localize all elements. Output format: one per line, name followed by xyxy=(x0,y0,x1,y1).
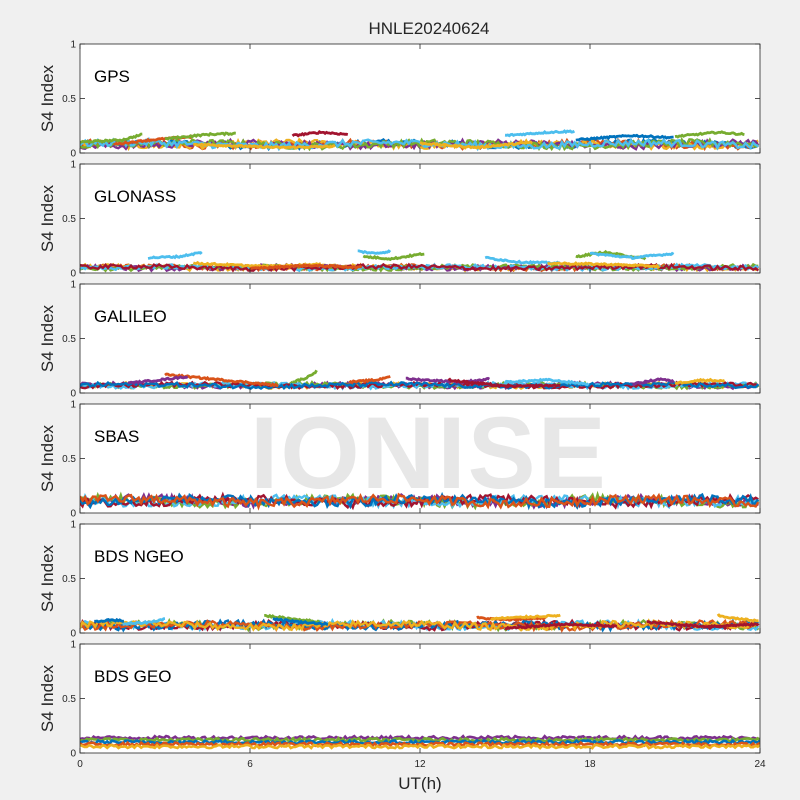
satellite-arc xyxy=(128,375,189,386)
y-tick-label: 0.5 xyxy=(62,574,76,585)
satellite-arc xyxy=(447,377,561,389)
data-points xyxy=(80,129,760,152)
satellite-arc xyxy=(264,613,321,624)
series-band xyxy=(80,736,760,744)
figure-title: HNLE20240624 xyxy=(369,19,490,38)
data-points xyxy=(80,734,760,750)
y-tick-label: 1 xyxy=(70,640,76,651)
panel-label: BDS GEO xyxy=(94,667,171,686)
satellite-arc xyxy=(362,251,425,262)
satellite-arc xyxy=(503,377,590,387)
data-points xyxy=(80,249,760,273)
plot-area xyxy=(80,524,760,633)
panel-bds-geo: 0 0.5 1 0 6 12 18 24 BDS GEO S4 Index xyxy=(38,640,766,771)
satellite-arc xyxy=(589,251,675,260)
satellite-arc xyxy=(272,617,329,626)
satellite-arc xyxy=(674,130,745,139)
y-axis-label: S4 Index xyxy=(38,184,57,252)
series-trace xyxy=(80,618,759,632)
panel-bds-ngeo: 0 0.5 1 BDS NGEO S4 Index xyxy=(38,520,761,640)
series-trace xyxy=(80,492,760,511)
x-tick-label: 12 xyxy=(414,759,426,770)
x-tick-label: 0 xyxy=(77,759,83,770)
panel-label: GALILEO xyxy=(94,307,167,326)
plot-area xyxy=(80,404,760,513)
satellite-arc xyxy=(164,131,236,141)
satellite-arc xyxy=(357,249,392,255)
y-tick-label: 0 xyxy=(70,629,76,640)
x-tick-label: 24 xyxy=(754,759,766,770)
y-tick-label: 1 xyxy=(70,40,76,51)
y-tick-label: 1 xyxy=(70,400,76,411)
series-band xyxy=(80,734,760,742)
satellite-arc xyxy=(292,369,318,384)
satellite-arc xyxy=(419,140,533,150)
panel-sbas: 0 0.5 1 SBAS S4 Index xyxy=(38,400,761,520)
panel-gps: 0 0.5 1 GPS S4 Index xyxy=(38,40,761,160)
satellite-arc xyxy=(716,613,759,623)
y-tick-label: 0.5 xyxy=(62,694,76,705)
satellite-arc xyxy=(674,377,726,386)
panel-glonass: 0 0.5 1 GLONASS S4 Index xyxy=(38,160,761,280)
y-axis-label: S4 Index xyxy=(38,544,57,612)
y-tick-label: 0 xyxy=(70,149,76,160)
y-axis-label: S4 Index xyxy=(38,664,57,732)
satellite-arc xyxy=(249,262,363,271)
plot-area xyxy=(80,644,760,753)
x-tick-label: 18 xyxy=(584,759,596,770)
y-tick-label: 0 xyxy=(70,389,76,400)
y-tick-label: 1 xyxy=(70,160,76,171)
satellite-arc xyxy=(348,375,391,385)
y-tick-label: 0 xyxy=(70,749,76,760)
y-tick-label: 0.5 xyxy=(62,454,76,465)
y-tick-label: 0.5 xyxy=(62,94,76,105)
data-points xyxy=(80,490,760,511)
panel-label: SBAS xyxy=(94,427,139,446)
satellite-arc xyxy=(547,261,661,270)
satellite-arc xyxy=(646,620,760,629)
satellite-arc xyxy=(291,130,349,138)
series-trace xyxy=(80,136,759,152)
y-axis-label: S4 Index xyxy=(38,64,57,132)
satellite-arc xyxy=(504,622,618,631)
satellite-arc xyxy=(147,250,203,260)
panel-label: GLONASS xyxy=(94,187,176,206)
data-points xyxy=(80,613,760,633)
x-tick-label: 6 xyxy=(247,759,253,770)
satellite-arc xyxy=(192,142,336,150)
x-axis-label: UT(h) xyxy=(398,774,441,793)
satellite-arc xyxy=(575,133,674,142)
panel-label: BDS NGEO xyxy=(94,547,184,566)
data-points xyxy=(80,369,760,391)
y-tick-label: 0.5 xyxy=(62,214,76,225)
satellite-arc xyxy=(632,377,675,387)
satellite-arc xyxy=(94,617,124,624)
series-trace xyxy=(80,380,760,391)
y-axis-label: S4 Index xyxy=(38,304,57,372)
plot-area xyxy=(80,284,760,393)
y-tick-label: 1 xyxy=(70,280,76,291)
series-band xyxy=(80,742,760,750)
panels: 0 0.5 1 GPS S4 Index 0 0.5 1 GLONASS S4 Index 0 0.5… xyxy=(38,40,766,771)
satellite-arc xyxy=(504,129,576,138)
y-tick-label: 0.5 xyxy=(62,334,76,345)
y-tick-label: 0 xyxy=(70,509,76,520)
satellite-arc xyxy=(80,132,143,144)
y-tick-label: 0 xyxy=(70,269,76,280)
panel-label: GPS xyxy=(94,67,130,86)
y-axis-label: S4 Index xyxy=(38,424,57,492)
panel-galileo: 0 0.5 1 GALILEO S4 Index xyxy=(38,280,761,400)
satellite-arc xyxy=(122,617,166,626)
satellite-arc xyxy=(405,376,491,385)
y-tick-label: 1 xyxy=(70,520,76,531)
satellite-arc xyxy=(490,613,561,621)
